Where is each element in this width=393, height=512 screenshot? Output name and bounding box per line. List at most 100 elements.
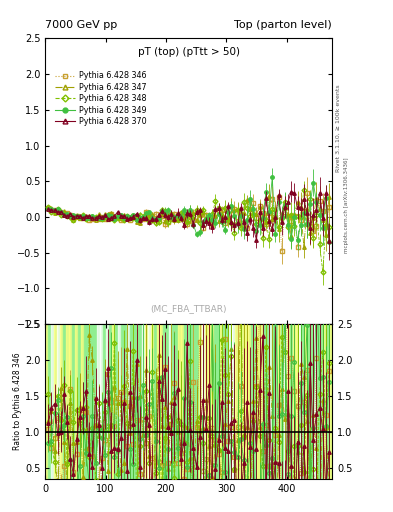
Bar: [293, 324, 296, 479]
Bar: [287, 324, 290, 479]
Bar: [214, 324, 217, 479]
Bar: [148, 324, 151, 479]
Bar: [160, 324, 163, 479]
Bar: [127, 324, 130, 479]
Bar: [181, 324, 184, 479]
Bar: [199, 324, 202, 479]
Bar: [223, 324, 226, 479]
Bar: [99, 324, 103, 479]
Bar: [79, 324, 81, 479]
Bar: [257, 324, 260, 479]
Bar: [60, 324, 63, 479]
Bar: [202, 324, 205, 479]
Bar: [244, 324, 248, 479]
Bar: [48, 324, 51, 479]
Bar: [272, 324, 275, 479]
Text: Rivet 3.1.10, ≥ 100k events: Rivet 3.1.10, ≥ 100k events: [336, 84, 341, 172]
Bar: [290, 324, 293, 479]
Bar: [208, 324, 211, 479]
Bar: [103, 324, 106, 479]
Bar: [251, 324, 253, 479]
Bar: [54, 324, 57, 479]
Bar: [314, 324, 317, 479]
Bar: [263, 324, 266, 479]
Bar: [136, 324, 139, 479]
Bar: [154, 324, 157, 479]
Bar: [281, 324, 284, 479]
Bar: [178, 324, 181, 479]
Bar: [94, 324, 97, 479]
Bar: [193, 324, 196, 479]
Bar: [118, 324, 121, 479]
Y-axis label: Ratio to Pythia 6.428 346: Ratio to Pythia 6.428 346: [13, 353, 22, 450]
Bar: [151, 324, 154, 479]
Bar: [81, 324, 84, 479]
Bar: [211, 324, 214, 479]
Bar: [241, 324, 244, 479]
Bar: [63, 324, 66, 479]
Bar: [248, 324, 251, 479]
Bar: [220, 324, 223, 479]
Bar: [172, 324, 175, 479]
Bar: [166, 324, 169, 479]
Bar: [112, 324, 115, 479]
Bar: [190, 324, 193, 479]
Bar: [145, 324, 148, 479]
Bar: [275, 324, 278, 479]
Bar: [296, 324, 299, 479]
Bar: [302, 324, 305, 479]
Bar: [187, 324, 190, 479]
Bar: [184, 324, 187, 479]
Bar: [299, 324, 302, 479]
Bar: [308, 324, 311, 479]
Bar: [205, 324, 208, 479]
Bar: [124, 324, 127, 479]
Bar: [329, 324, 332, 479]
Bar: [260, 324, 263, 479]
Bar: [232, 324, 235, 479]
Bar: [72, 324, 75, 479]
Bar: [57, 324, 60, 479]
Bar: [115, 324, 118, 479]
Bar: [51, 324, 54, 479]
Bar: [88, 324, 90, 479]
Bar: [278, 324, 281, 479]
Bar: [217, 324, 220, 479]
Bar: [320, 324, 323, 479]
Text: Top (parton level): Top (parton level): [234, 20, 332, 30]
Bar: [323, 324, 326, 479]
Bar: [142, 324, 145, 479]
Bar: [106, 324, 108, 479]
Bar: [266, 324, 269, 479]
Bar: [311, 324, 314, 479]
Bar: [226, 324, 230, 479]
Text: (MC_FBA_TTBAR): (MC_FBA_TTBAR): [151, 304, 227, 313]
Bar: [90, 324, 94, 479]
Bar: [130, 324, 133, 479]
Bar: [169, 324, 172, 479]
Bar: [157, 324, 160, 479]
Bar: [239, 324, 241, 479]
Text: mcplots.cern.ch [arXiv:1306.3436]: mcplots.cern.ch [arXiv:1306.3436]: [344, 157, 349, 252]
Bar: [175, 324, 178, 479]
Bar: [97, 324, 99, 479]
Bar: [326, 324, 329, 479]
Bar: [75, 324, 79, 479]
Text: 7000 GeV pp: 7000 GeV pp: [45, 20, 118, 30]
Bar: [121, 324, 124, 479]
Bar: [139, 324, 142, 479]
Bar: [196, 324, 199, 479]
Bar: [108, 324, 112, 479]
Bar: [163, 324, 166, 479]
Bar: [305, 324, 308, 479]
Bar: [284, 324, 287, 479]
Bar: [45, 324, 48, 479]
Bar: [66, 324, 69, 479]
Legend: Pythia 6.428 346, Pythia 6.428 347, Pythia 6.428 348, Pythia 6.428 349, Pythia 6: Pythia 6.428 346, Pythia 6.428 347, Pyth…: [52, 68, 149, 129]
Bar: [84, 324, 88, 479]
Bar: [69, 324, 72, 479]
Bar: [133, 324, 136, 479]
Bar: [317, 324, 320, 479]
Bar: [230, 324, 232, 479]
Text: pT (top) (pTtt > 50): pT (top) (pTtt > 50): [138, 47, 240, 57]
